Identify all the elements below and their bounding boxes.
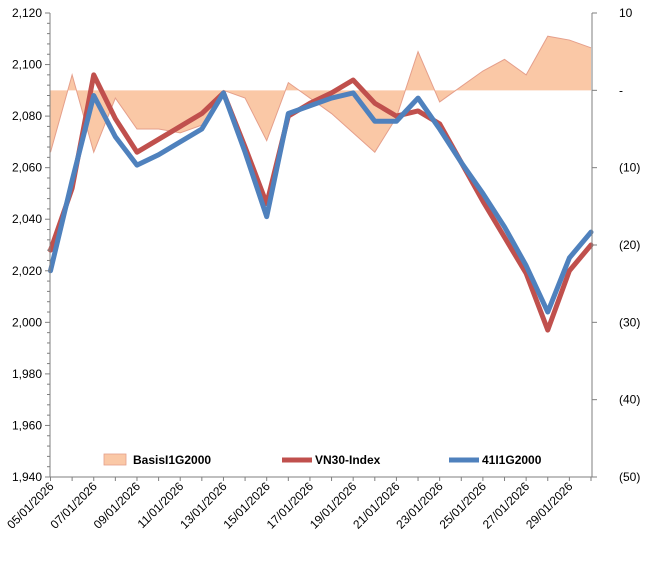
left-tick-label: 2,080 bbox=[12, 109, 42, 123]
left-tick-label: 2,120 bbox=[12, 6, 42, 20]
left-tick-label: 2,020 bbox=[12, 264, 42, 278]
right-tick-label: (20) bbox=[619, 238, 640, 252]
left-tick-label: 2,100 bbox=[12, 58, 42, 72]
left-tick-label: 1,980 bbox=[12, 367, 42, 381]
right-tick-label: (30) bbox=[619, 315, 640, 329]
x-tick-label: 09/01/2026 bbox=[91, 479, 144, 532]
left-tick-label: 2,000 bbox=[12, 315, 42, 329]
index-41i1g2000-line bbox=[48, 90, 594, 315]
legend: BasisI1G2000 VN30-Index 41I1G2000 bbox=[103, 453, 542, 467]
basis-area-layer bbox=[50, 35, 592, 154]
vn30-index-line bbox=[48, 72, 594, 333]
right-tick-label: 10 bbox=[619, 6, 633, 20]
left-tick-label: 1,960 bbox=[12, 418, 42, 432]
legend-label-vn30: VN30-Index bbox=[315, 453, 381, 467]
left-tick-label: 2,040 bbox=[12, 212, 42, 226]
right-tick-label: (50) bbox=[619, 470, 640, 484]
x-tick-label: 29/01/2026 bbox=[523, 479, 576, 532]
right-axis-ticks: 10 - (10) (20) (30) (40) (50) bbox=[592, 6, 640, 484]
legend-label-basis: BasisI1G2000 bbox=[133, 453, 211, 467]
basis-area-edge bbox=[50, 35, 592, 154]
right-tick-label: (10) bbox=[619, 161, 640, 175]
x-axis-ticks: 05/01/202607/01/202609/01/202611/01/2026… bbox=[4, 477, 592, 532]
right-tick-label: - bbox=[619, 83, 623, 97]
left-axis-ticks: 1,940 1,960 1,980 2,000 2,020 2,040 2,060 2,080… bbox=[12, 6, 50, 484]
legend-swatch-basis bbox=[103, 453, 127, 466]
legend-label-41i1g2000: 41I1G2000 bbox=[482, 453, 542, 467]
left-tick-label: 1,940 bbox=[12, 470, 42, 484]
left-tick-label: 2,060 bbox=[12, 161, 42, 175]
index-lines-layer bbox=[48, 72, 594, 333]
right-tick-label: (40) bbox=[619, 393, 640, 407]
basis-area bbox=[50, 36, 591, 153]
